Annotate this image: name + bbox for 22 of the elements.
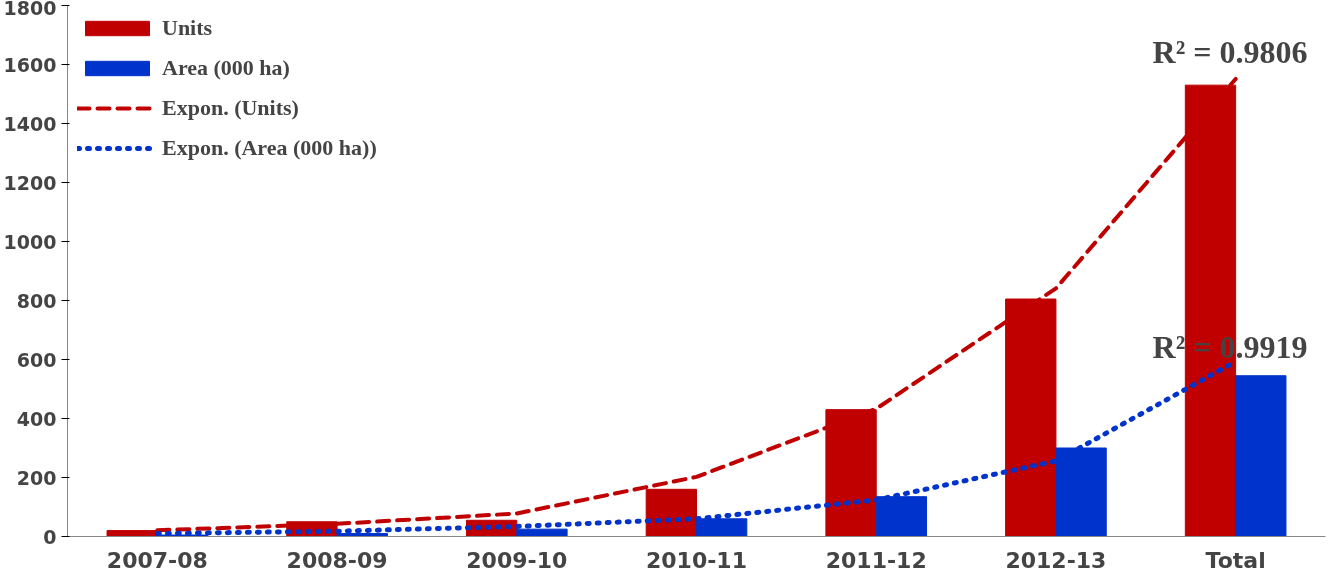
legend-label: Expon. (Area (000 ha)) (162, 135, 377, 161)
legend-label: Area (000 ha) (162, 55, 290, 81)
y-tick-label: 1600 (3, 53, 57, 76)
annotation: R² = 0.9806 (1152, 33, 1308, 70)
y-tick-label: 0 (43, 525, 57, 548)
y-tick-label: 1000 (3, 230, 57, 253)
legend-label: Units (162, 15, 213, 41)
x-tick-label: 2008-09 (286, 547, 388, 573)
x-tick-label: 2010-11 (646, 547, 747, 573)
x-tick-label: Total (1205, 547, 1266, 573)
y-tick-label: 1400 (3, 112, 57, 135)
legend-label: Expon. (Units) (162, 95, 299, 121)
y-tick-label: 800 (16, 289, 57, 312)
x-tick-label: 2007-08 (106, 547, 208, 573)
y-tick-label: 200 (16, 466, 57, 489)
y-tick-label: 600 (16, 348, 57, 371)
x-tick-label: 2011-12 (825, 547, 927, 573)
x-tick-label: 2012-13 (1005, 547, 1107, 573)
y-tick-label: 400 (16, 407, 57, 430)
x-tick-label: 2009-10 (466, 547, 568, 573)
y-tick-label: 1200 (3, 171, 57, 194)
y-tick-label: 1800 (3, 0, 57, 19)
